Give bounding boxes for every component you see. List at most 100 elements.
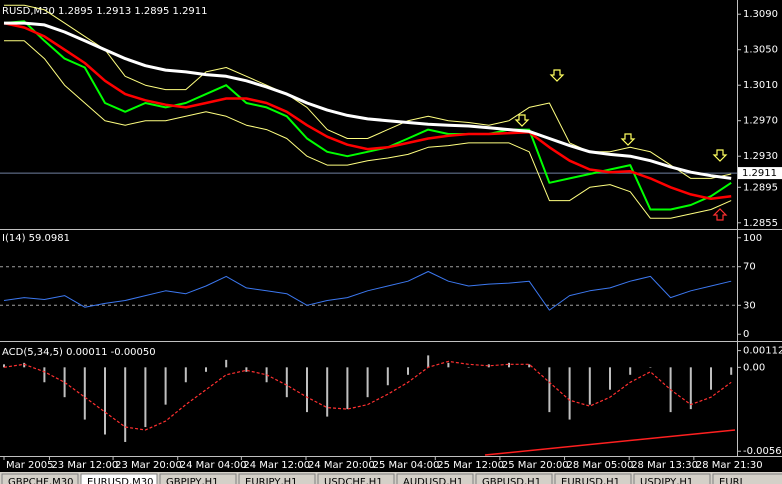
- y-tick-label: 1.3090: [743, 9, 778, 20]
- bar: [225, 359, 228, 368]
- arrow-down: [549, 69, 565, 82]
- bar: [568, 367, 571, 420]
- arrow-down: [514, 114, 530, 127]
- bar: [43, 367, 46, 383]
- tab[interactable]: [80, 473, 158, 484]
- tab-label[interactable]: USDJPY,H1: [640, 477, 693, 484]
- tab[interactable]: [554, 473, 632, 484]
- bar: [63, 367, 66, 398]
- bar: [366, 367, 369, 398]
- series-line: [3, 21, 732, 201]
- tab-label[interactable]: USDCHF,H1: [324, 477, 383, 484]
- y-tick-label: 0.00: [743, 362, 765, 373]
- bar: [447, 362, 450, 368]
- y-tick-label: 1.3050: [743, 45, 778, 56]
- series-line: [3, 271, 732, 311]
- arrow-down: [712, 149, 728, 162]
- bar: [23, 362, 26, 368]
- price-label-box: [738, 167, 782, 180]
- tab-label[interactable]: EURUSD,H1: [561, 477, 620, 484]
- tab[interactable]: [396, 473, 474, 484]
- series-line: [4, 21, 732, 180]
- trend-line: [484, 429, 736, 456]
- price-label: 1.2911: [742, 168, 777, 179]
- tab-label[interactable]: EURJPY,H1: [245, 477, 298, 484]
- bar: [487, 364, 490, 368]
- series-line: [3, 20, 732, 211]
- frame: [0, 0, 782, 457]
- bar: [386, 367, 389, 386]
- series-line: [4, 40, 732, 219]
- x-tick-label: 23 Mar 12:00: [51, 460, 118, 471]
- bar: [730, 367, 733, 375]
- bar: [205, 367, 207, 372]
- tab[interactable]: [712, 473, 782, 484]
- arrow-up: [712, 208, 728, 221]
- bar: [3, 364, 5, 368]
- x-tick-label: 25 Mar 20:00: [502, 460, 569, 471]
- x-tick-label: 24 Mar 12:00: [243, 460, 310, 471]
- tab-label[interactable]: GBPCHF,M30: [8, 477, 73, 484]
- bar: [427, 355, 430, 368]
- y-tick-label: 1.2930: [743, 151, 778, 162]
- bar: [467, 367, 470, 368]
- arrow-down: [620, 133, 636, 146]
- x-tick-label: 25 Mar 04:00: [373, 460, 440, 471]
- tab-label[interactable]: EURUSD,M30: [87, 477, 153, 484]
- x-tick-label: Mar 2005: [6, 460, 54, 471]
- y-tick-label: 70: [743, 262, 756, 273]
- y-tick-label: -0.00562: [743, 446, 782, 457]
- tab-label[interactable]: AUDUSD,H1: [403, 477, 463, 484]
- bar: [609, 367, 611, 390]
- x-tick-label: 28 Mar 13:30: [631, 460, 698, 471]
- bar: [164, 367, 167, 405]
- tab[interactable]: [317, 473, 395, 484]
- tab-label[interactable]: GBPJPY,H1: [166, 477, 219, 484]
- bar: [326, 367, 329, 417]
- x-tick-label: 23 Mar 20:00: [115, 460, 182, 471]
- bar: [245, 367, 248, 372]
- bar: [144, 367, 147, 428]
- bar: [184, 367, 187, 383]
- tab[interactable]: [633, 473, 711, 484]
- x-tick-label: 24 Mar 20:00: [308, 460, 375, 471]
- tab[interactable]: [1, 473, 79, 484]
- tab-label[interactable]: GBPUSD,H1: [482, 477, 541, 484]
- bar: [508, 362, 510, 368]
- bar: [104, 367, 106, 435]
- x-tick-label: 28 Mar 05:00: [567, 460, 634, 471]
- chart-title: ACD(5,34,5) 0.00011 -0.00050: [2, 347, 156, 358]
- y-tick-label: 1.2895: [743, 182, 778, 193]
- series-line: [4, 4, 732, 179]
- bar: [285, 367, 288, 398]
- y-tick-label: 1.2970: [743, 116, 778, 127]
- y-tick-label: 30: [743, 300, 756, 311]
- bar: [124, 367, 127, 442]
- bar: [83, 367, 86, 420]
- bar: [306, 367, 308, 413]
- bar: [346, 367, 349, 410]
- tab-label[interactable]: EURJ: [719, 477, 743, 484]
- y-tick-label: 0: [743, 329, 749, 340]
- bar: [710, 367, 712, 390]
- bar: [649, 367, 652, 368]
- chart-title: I(14) 59.0981: [2, 233, 70, 244]
- x-tick-label: 24 Mar 04:00: [180, 460, 247, 471]
- y-tick-label: 1.2855: [743, 218, 778, 229]
- signal-arrows: [514, 69, 728, 221]
- tab[interactable]: [475, 473, 553, 484]
- series-line: [3, 360, 732, 431]
- y-tick-label: 0.00112: [743, 346, 782, 357]
- y-tick-label: 1.3010: [743, 80, 778, 91]
- bar: [528, 364, 531, 368]
- bar: [548, 367, 551, 413]
- x-tick-label: 25 Mar 12:00: [437, 460, 504, 471]
- tab[interactable]: [238, 473, 316, 484]
- bar: [588, 367, 591, 405]
- y-tick-label: 100: [743, 233, 762, 244]
- tab[interactable]: [159, 473, 237, 484]
- bar: [629, 367, 632, 375]
- x-tick-label: 28 Mar 21:30: [696, 460, 763, 471]
